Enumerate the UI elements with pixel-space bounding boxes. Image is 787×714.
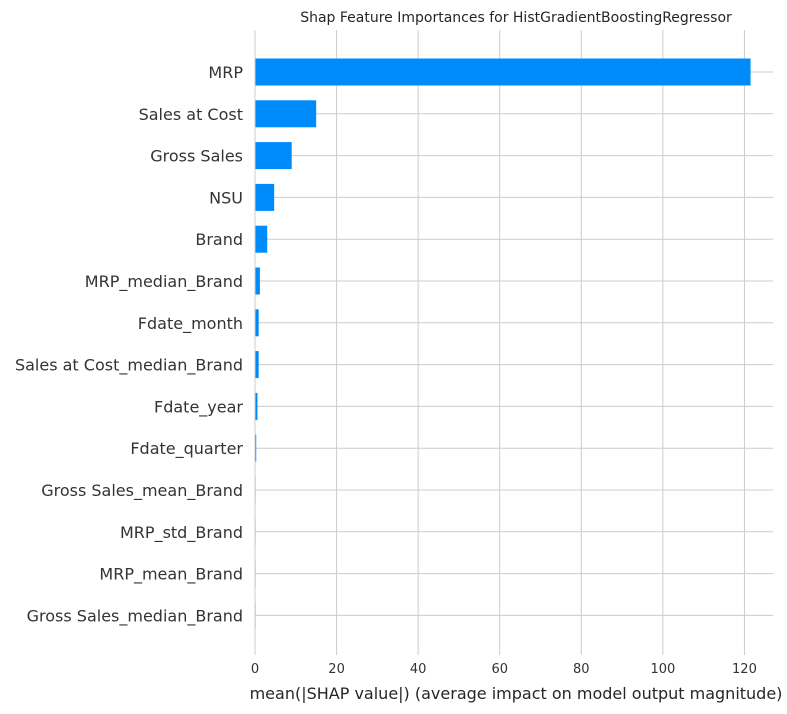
bar (255, 58, 751, 86)
x-tick-label: 20 (328, 662, 345, 677)
bar (255, 309, 259, 337)
y-tick-label: Sales at Cost (139, 105, 243, 124)
x-tick-label: 100 (650, 662, 675, 677)
bar (255, 100, 317, 128)
y-tick-label: Brand (195, 230, 243, 249)
bars (255, 58, 751, 629)
bar (255, 225, 268, 253)
y-tick-label: MRP_mean_Brand (99, 565, 243, 585)
y-tick-label: NSU (209, 188, 243, 207)
x-tick-label: 0 (251, 662, 259, 677)
bar (255, 392, 258, 420)
bar (255, 267, 260, 295)
y-tick-label: Fdate_year (154, 397, 243, 417)
y-tick-label: Gross Sales_median_Brand (27, 606, 243, 626)
x-axis-label: mean(|SHAP value|) (average impact on mo… (250, 684, 783, 703)
axes: 0 20 40 60 80 100 120 MRP Sales at Cost Gross Sal… (15, 30, 757, 677)
x-tick-label: 120 (732, 662, 757, 677)
y-tick-label: Gross Sales_mean_Brand (41, 481, 243, 501)
bar (255, 142, 292, 170)
bar (255, 183, 275, 211)
y-tick-label: MRP_median_Brand (85, 272, 243, 292)
y-tick-label: Fdate_quarter (130, 439, 243, 459)
y-tick-label: Gross Sales (150, 147, 243, 166)
bar (255, 434, 257, 462)
bar (255, 351, 259, 379)
x-tick-label: 40 (410, 662, 427, 677)
y-tick-label: MRP (208, 63, 243, 82)
y-tick-label: Fdate_month (138, 314, 243, 334)
y-tick-label: Sales at Cost_median_Brand (15, 356, 243, 376)
x-tick-label: 60 (491, 662, 508, 677)
x-tick-label: 80 (573, 662, 590, 677)
grid (255, 30, 773, 655)
y-tick-label: MRP_std_Brand (120, 523, 243, 543)
chart-title: Shap Feature Importances for HistGradien… (300, 10, 732, 26)
